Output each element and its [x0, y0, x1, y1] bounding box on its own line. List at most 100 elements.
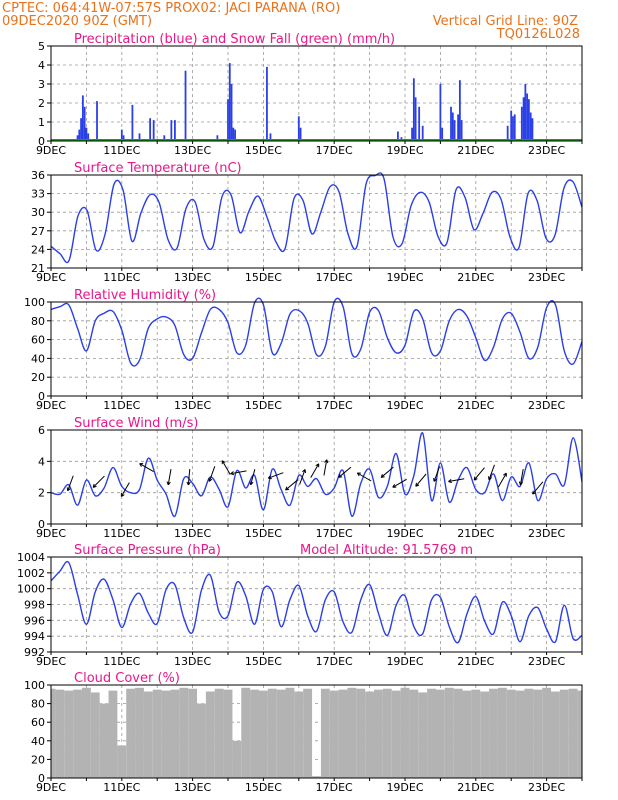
- cloud-bar: [276, 689, 286, 778]
- x-tick-label: 21DEC: [457, 781, 494, 794]
- precip-bar: [439, 84, 442, 141]
- cloud-bar: [356, 688, 366, 778]
- x-tick-label: 23DEC: [528, 271, 565, 284]
- cloud-bar: [435, 689, 445, 778]
- precip-bar: [87, 133, 90, 141]
- panel-frame: [50, 301, 583, 397]
- cloud-bar: [188, 688, 198, 778]
- precip-bar: [510, 110, 513, 141]
- header-date: 09DEC2020 90Z (GMT): [2, 14, 153, 29]
- wind-arrow: [285, 479, 299, 491]
- wind-arrow: [356, 472, 372, 482]
- precip-bar: [412, 78, 415, 141]
- y-tick-label: 80: [31, 698, 45, 711]
- precip-bar: [529, 112, 532, 141]
- x-tick-label: 17DEC: [316, 271, 353, 284]
- x-tick-label: 17DEC: [316, 399, 353, 412]
- temp-line: [50, 172, 583, 264]
- cloud-bar: [515, 690, 525, 778]
- precip-bar: [512, 116, 514, 141]
- cloud-bar: [179, 687, 189, 778]
- wind-arrow: [267, 472, 284, 480]
- panel-wind: 0 2 4 6 9DEC 11DEC 13DEC 15DEC 17DEC 19DEC 21DEC 23…: [36, 416, 583, 540]
- y-tick-label: 1004: [17, 551, 45, 564]
- precip-bar: [266, 66, 268, 141]
- precip-bar: [457, 114, 459, 141]
- x-tick-label: 11DEC: [103, 655, 140, 668]
- cloud-bar: [320, 688, 330, 778]
- cloud-bar: [577, 690, 582, 778]
- precip-bar: [163, 135, 166, 141]
- x-tick-label: 17DEC: [316, 144, 353, 157]
- panel-title: Precipitation (blue) and Snow Fall (gree…: [74, 32, 395, 47]
- panel-cloud: 0 20 40 60 80 100 9DEC 11DEC 13DEC 15DEC 17DEC 19DE…: [24, 671, 583, 794]
- precip-bar: [458, 80, 461, 141]
- wind-arrow: [392, 478, 407, 488]
- panel-humidity: 0 20 40 60 80 100 9DEC 11DEC 13DEC 15DEC 17DEC 19DE…: [24, 288, 583, 412]
- cloud-bar: [453, 688, 463, 778]
- cloud-bar: [391, 690, 401, 778]
- y-tick-label: 4: [38, 59, 45, 72]
- precip-bar: [232, 127, 235, 141]
- wind-arrow: [166, 469, 172, 486]
- panel-title: Surface Temperature (nC): [74, 161, 242, 176]
- x-tick-label: 13DEC: [174, 399, 211, 412]
- x-tick-label: 21DEC: [457, 144, 494, 157]
- x-tick-label: 17DEC: [316, 781, 353, 794]
- x-tick-label: 13DEC: [174, 144, 211, 157]
- precip-bar: [397, 131, 399, 141]
- x-tick-label: 13DEC: [174, 781, 211, 794]
- y-tick-label: 40: [31, 352, 45, 365]
- cloud-bar: [409, 689, 419, 778]
- wind-arrow: [497, 472, 507, 488]
- wind-arrow: [120, 482, 130, 497]
- wind-arrow: [221, 460, 231, 475]
- y-tick-label: 36: [31, 169, 45, 182]
- panel-temp: 21 24 27 30 33 36 9DEC 11DEC 13DEC 15DEC 17DEC 19DE…: [31, 161, 583, 284]
- x-tick-label: 15DEC: [245, 399, 282, 412]
- wind-arrow: [230, 470, 247, 476]
- wind-arrow: [518, 469, 524, 486]
- y-tick-label: 27: [31, 225, 45, 238]
- y-tick-label: 30: [31, 206, 45, 219]
- y-tick-label: 24: [31, 243, 45, 256]
- cloud-bar: [400, 687, 410, 778]
- precip-bar: [216, 135, 219, 141]
- panel-frame: [50, 174, 583, 269]
- wind-arrow: [208, 466, 216, 482]
- y-tick-label: 0: [38, 772, 45, 785]
- wind-line: [50, 432, 583, 517]
- x-tick-label: 11DEC: [103, 527, 140, 540]
- cloud-bar: [471, 689, 481, 778]
- x-tick-label: 15DEC: [245, 655, 282, 668]
- x-tick-label: 11DEC: [103, 399, 140, 412]
- cloud-bar: [489, 688, 498, 778]
- y-tick-label: 80: [31, 315, 45, 328]
- cloud-bar: [294, 691, 304, 778]
- cloud-bar: [285, 687, 295, 778]
- y-tick-label: 60: [31, 334, 45, 347]
- x-tick-label: 23DEC: [528, 399, 565, 412]
- cloud-bar: [312, 776, 321, 778]
- wind-arrow: [139, 463, 154, 473]
- cloud-bar: [497, 687, 507, 778]
- cloud-bar: [51, 688, 56, 778]
- y-tick-label: 994: [24, 630, 45, 643]
- model-altitude-label: Model Altitude: 91.5769 m: [300, 543, 473, 558]
- panel-frame: [50, 429, 583, 525]
- y-tick-label: 100: [24, 296, 45, 309]
- x-tick-label: 9DEC: [36, 271, 66, 284]
- cloud-bar: [258, 690, 268, 778]
- wind-arrow: [338, 466, 352, 478]
- y-tick-label: 2: [38, 487, 45, 500]
- panel-title: Surface Wind (m/s): [74, 416, 198, 431]
- cloud-bar: [427, 688, 436, 778]
- x-tick-label: 23DEC: [528, 527, 565, 540]
- precip-bar: [460, 120, 463, 141]
- x-tick-label: 21DEC: [457, 655, 494, 668]
- y-tick-label: 0: [38, 518, 45, 531]
- cloud-bar: [205, 691, 215, 778]
- precip-bar: [80, 118, 82, 141]
- x-tick-label: 23DEC: [528, 781, 565, 794]
- x-tick-label: 9DEC: [36, 781, 66, 794]
